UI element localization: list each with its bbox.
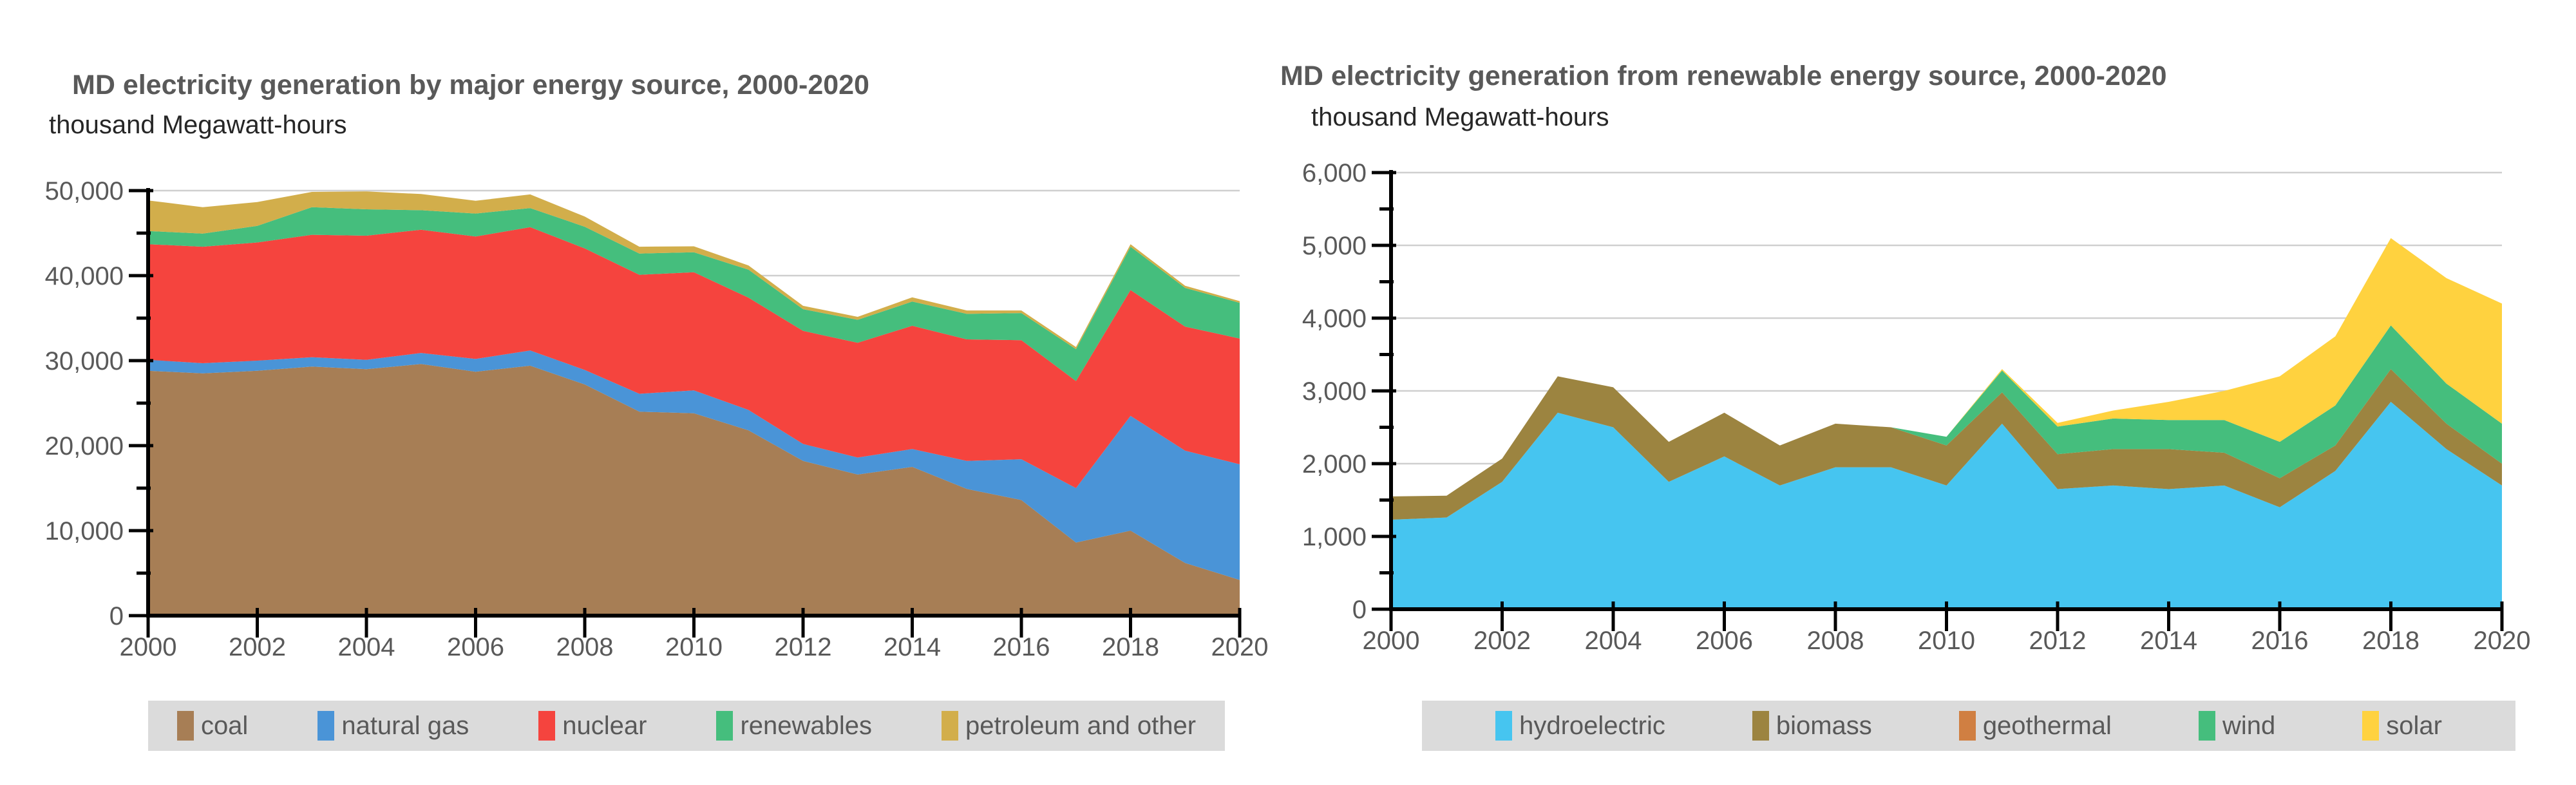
legend-label: biomass xyxy=(1776,711,1872,740)
legend: hydroelectric biomass geothermal wind solar xyxy=(1422,701,2515,751)
x-tick-label: 2016 xyxy=(2251,627,2309,655)
x-tick-label: 2010 xyxy=(665,633,723,661)
y-tick-label: 4,000 xyxy=(1302,305,1367,333)
y-tick-label: 0 xyxy=(1352,596,1367,624)
legend-swatch-icon xyxy=(716,711,734,741)
x-tick-label: 2002 xyxy=(1473,627,1531,655)
x-tick-label: 2002 xyxy=(229,633,286,661)
area-nuclear xyxy=(148,227,1240,488)
legend-item-geothermal: geothermal xyxy=(1958,711,2112,741)
x-tick-label: 2000 xyxy=(1363,627,1420,655)
area-natural-gas xyxy=(148,350,1240,580)
x-tick-label: 2014 xyxy=(2140,627,2197,655)
stacked-area-plot: 0 10,000 20,000 30,000 40,000 50,000 2000 2002 2… xyxy=(45,177,1269,661)
legend-label: natural gas xyxy=(341,711,469,740)
stacked-area-plot: 0 1,000 2,000 3,000 4,000 5,000 6,000 2000 2002 2… xyxy=(1302,159,2531,655)
x-tick-label: 2016 xyxy=(993,633,1050,661)
legend-label: hydroelectric xyxy=(1519,711,1665,740)
legend-item-biomass: biomass xyxy=(1752,711,1872,741)
x-tick-label: 2020 xyxy=(2474,627,2531,655)
x-tick-label: 2014 xyxy=(884,633,941,661)
x-tick-label: 2020 xyxy=(1211,633,1269,661)
legend-swatch-icon xyxy=(1495,711,1513,741)
legend-label: nuclear xyxy=(562,711,647,740)
legend-item-hydroelectric: hydroelectric xyxy=(1495,711,1665,741)
legend-label: renewables xyxy=(740,711,873,740)
legend-swatch-icon xyxy=(942,711,959,741)
x-tick-label: 2004 xyxy=(1585,627,1642,655)
legend-swatch-icon xyxy=(538,711,556,741)
x-tick-label: 2000 xyxy=(120,633,177,661)
x-tick-label: 2008 xyxy=(556,633,614,661)
y-tick-label: 30,000 xyxy=(45,347,124,375)
legend: coal natural gas nuclear renewables petroleu… xyxy=(148,701,1225,751)
legend-swatch-icon xyxy=(1958,711,1976,741)
legend-item-nuclear: nuclear xyxy=(538,711,647,741)
legend-item-renewables: renewables xyxy=(716,711,872,741)
legend-item-natural-gas: natural gas xyxy=(317,711,469,741)
page-title: MD electricity generation by major energ… xyxy=(72,69,869,100)
x-tick-label: 2018 xyxy=(1102,633,1159,661)
y-tick-label: 5,000 xyxy=(1302,232,1367,260)
x-tick-label: 2004 xyxy=(338,633,395,661)
area-hydroelectric xyxy=(1391,402,2502,609)
chart-renewable-energy-source: MD electricity generation from renewable… xyxy=(1280,0,2576,785)
y-tick-label: 2,000 xyxy=(1302,450,1367,478)
area-biomass xyxy=(1391,369,2502,520)
legend-swatch-icon xyxy=(176,711,194,741)
x-tick-label: 2006 xyxy=(1696,627,1753,655)
area-petroleum-and-other xyxy=(148,191,1240,350)
legend-swatch-icon xyxy=(1752,711,1769,741)
legend-item-solar: solar xyxy=(2362,711,2442,741)
y-tick-label: 3,000 xyxy=(1302,377,1367,406)
y-tick-label: 10,000 xyxy=(45,517,124,545)
legend-item-coal: coal xyxy=(176,711,249,741)
legend-label: geothermal xyxy=(1982,711,2112,740)
legend-label: wind xyxy=(2222,711,2276,740)
legend-swatch-icon xyxy=(2362,711,2380,741)
area-renewables xyxy=(148,207,1240,381)
y-axis-unit-label: thousand Megawatt-hours xyxy=(49,111,347,139)
y-axis-unit-label: thousand Megawatt-hours xyxy=(1311,103,1609,131)
y-tick-label: 40,000 xyxy=(45,262,124,290)
y-tick-label: 20,000 xyxy=(45,432,124,460)
legend-item-petroleum-and-other: petroleum and other xyxy=(942,711,1196,741)
area-solar xyxy=(1391,238,2502,497)
page-title: MD electricity generation from renewable… xyxy=(1280,60,2167,91)
y-tick-label: 0 xyxy=(109,602,124,630)
x-tick-label: 2012 xyxy=(775,633,832,661)
area-wind xyxy=(1391,325,2502,497)
legend-swatch-icon xyxy=(317,711,335,741)
legend-item-wind: wind xyxy=(2198,711,2276,741)
x-tick-label: 2006 xyxy=(447,633,504,661)
legend-label: solar xyxy=(2386,711,2442,740)
legend-label: coal xyxy=(200,711,249,740)
area-coal xyxy=(148,364,1240,616)
legend-label: petroleum and other xyxy=(965,711,1197,740)
chart-major-energy-source: MD electricity generation by major energ… xyxy=(45,69,1269,751)
legend-swatch-icon xyxy=(2198,711,2215,741)
x-tick-label: 2018 xyxy=(2362,627,2420,655)
x-tick-label: 2012 xyxy=(2029,627,2087,655)
y-tick-label: 6,000 xyxy=(1302,159,1367,187)
x-tick-label: 2008 xyxy=(1807,627,1864,655)
x-tick-label: 2010 xyxy=(1918,627,1975,655)
y-tick-label: 1,000 xyxy=(1302,523,1367,551)
y-tick-label: 50,000 xyxy=(45,177,124,205)
